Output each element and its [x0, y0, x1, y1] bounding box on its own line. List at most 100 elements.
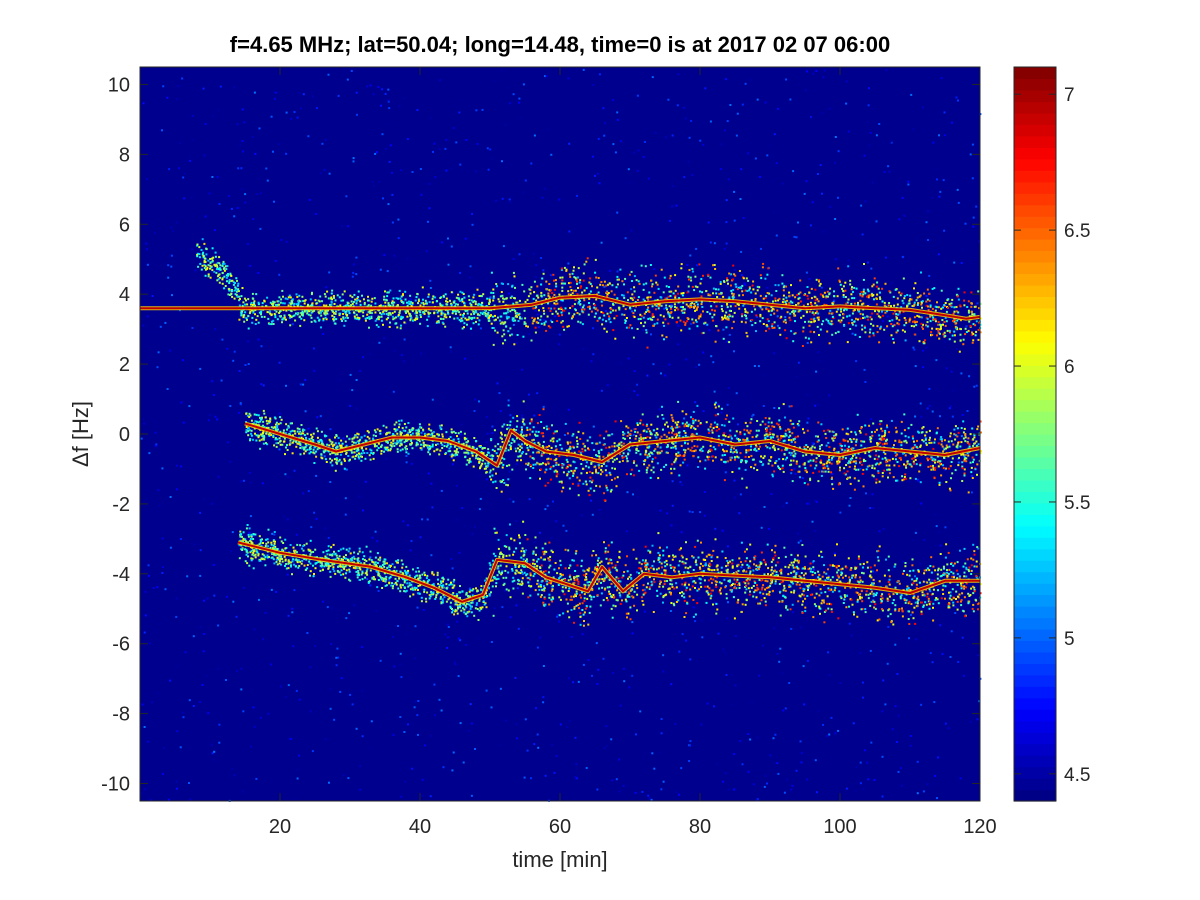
band-speckle [242, 316, 245, 319]
noise-speckle [259, 227, 262, 230]
noise-speckle [284, 473, 287, 476]
band-speckle [616, 297, 619, 300]
band-speckle [696, 307, 698, 310]
band-speckle [330, 292, 333, 295]
band-speckle [842, 316, 845, 319]
noise-speckle [942, 446, 945, 449]
noise-speckle [252, 218, 255, 221]
band-speckle [952, 319, 954, 322]
noise-speckle [960, 262, 963, 264]
band-speckle [867, 296, 870, 299]
band-speckle [676, 455, 679, 458]
band-speckle [257, 301, 260, 304]
noise-speckle [686, 264, 689, 266]
noise-speckle [929, 652, 932, 655]
band-speckle [234, 286, 237, 289]
band-speckle [788, 316, 791, 319]
band-speckle [582, 482, 585, 485]
band-speckle [512, 416, 515, 419]
band-speckle [966, 441, 969, 444]
band-speckle [576, 312, 579, 314]
noise-speckle [216, 418, 219, 421]
noise-speckle [406, 257, 409, 260]
band-speckle [233, 289, 236, 292]
noise-speckle [961, 636, 964, 639]
band-speckle [439, 309, 442, 312]
noise-speckle [856, 438, 859, 440]
band-speckle [503, 312, 506, 315]
noise-speckle [795, 375, 798, 378]
noise-speckle [686, 464, 689, 467]
band-speckle [718, 292, 721, 295]
band-speckle [295, 293, 298, 296]
band-speckle [358, 310, 360, 313]
band-speckle [519, 448, 521, 451]
noise-speckle [489, 296, 492, 299]
band-speckle [701, 306, 704, 308]
band-speckle [960, 328, 962, 331]
band-speckle [261, 302, 264, 305]
band-speckle [512, 317, 515, 320]
band-speckle [770, 294, 773, 297]
band-speckle [869, 450, 872, 453]
noise-speckle [867, 104, 870, 107]
band-speckle [543, 294, 546, 297]
band-speckle [505, 312, 508, 315]
band-speckle [400, 419, 403, 422]
band-speckle [909, 452, 912, 455]
band-speckle [568, 312, 571, 315]
band-speckle [938, 332, 941, 335]
band-speckle [252, 310, 255, 313]
band-speckle [391, 300, 394, 303]
noise-speckle [210, 502, 213, 505]
band-speckle [726, 279, 729, 282]
band-speckle [277, 300, 280, 303]
noise-speckle [214, 415, 217, 418]
band-speckle [441, 435, 444, 438]
noise-speckle [391, 193, 394, 196]
band-speckle [773, 312, 776, 315]
band-speckle [791, 301, 794, 304]
band-speckle [494, 329, 497, 332]
band-speckle [756, 434, 759, 437]
band-speckle [784, 301, 787, 303]
noise-speckle [151, 295, 154, 297]
noise-speckle [533, 252, 535, 255]
noise-speckle [916, 478, 919, 481]
noise-speckle [596, 172, 599, 175]
band-speckle [490, 322, 493, 325]
band-speckle [791, 310, 794, 313]
band-speckle [478, 314, 481, 317]
band-speckle [552, 273, 555, 276]
noise-speckle [474, 748, 476, 750]
band-speckle [446, 309, 449, 312]
noise-speckle [736, 112, 739, 115]
noise-speckle [531, 299, 534, 302]
noise-speckle [914, 575, 916, 578]
noise-speckle [821, 192, 823, 195]
noise-speckle [534, 609, 537, 612]
noise-speckle [688, 760, 691, 762]
noise-speckle [566, 725, 569, 728]
noise-speckle [242, 150, 245, 153]
noise-speckle [464, 524, 467, 527]
band-speckle [403, 321, 406, 324]
band-speckle [377, 315, 380, 318]
noise-speckle [397, 237, 400, 240]
band-speckle [876, 462, 879, 465]
band-speckle [853, 468, 856, 470]
band-speckle [700, 295, 703, 298]
band-speckle [548, 283, 551, 285]
noise-speckle [756, 736, 759, 739]
band-speckle [807, 337, 810, 340]
band-speckle [754, 292, 757, 295]
noise-speckle [604, 122, 607, 125]
noise-speckle [722, 780, 725, 783]
band-speckle [341, 293, 344, 296]
noise-speckle [592, 155, 594, 158]
band-speckle [787, 428, 790, 431]
band-speckle [261, 435, 264, 437]
band-speckle [744, 459, 747, 462]
band-speckle [509, 296, 512, 299]
band-speckle [747, 289, 750, 292]
